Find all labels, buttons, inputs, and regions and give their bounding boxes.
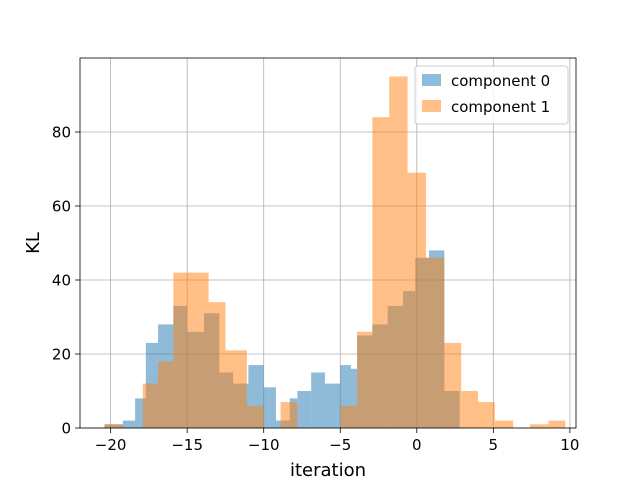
- bar-component-1: [407, 172, 426, 428]
- bar-component-0: [297, 391, 312, 428]
- bar-component-1: [530, 424, 549, 428]
- legend-entry-1: component 1: [451, 98, 550, 116]
- bar-component-1: [444, 342, 462, 428]
- x-tick-label: 5: [489, 436, 499, 454]
- y-tick-label: 0: [61, 420, 71, 438]
- histogram-bars: [104, 76, 566, 428]
- bar-component-1: [246, 405, 264, 428]
- bar-component-1: [389, 76, 408, 428]
- y-tick-label: 60: [52, 198, 71, 216]
- bar-component-1: [104, 424, 123, 428]
- y-tick-label: 80: [52, 124, 71, 142]
- bar-component-1: [372, 117, 390, 428]
- bar-component-1: [357, 331, 373, 428]
- x-tick-label: −10: [248, 436, 280, 454]
- bar-component-1: [494, 420, 514, 428]
- y-tick-label: 20: [52, 346, 71, 364]
- bar-component-1: [461, 391, 479, 428]
- y-tick-label: 40: [52, 272, 71, 290]
- bar-component-1: [173, 272, 209, 428]
- axis-ticks: −20 −15 −10 −5 0 5 10 0 20 40 60 80: [52, 124, 580, 455]
- bar-component-1: [425, 257, 445, 428]
- bar-component-1: [478, 402, 495, 428]
- legend-swatch-0: [422, 74, 441, 86]
- bar-component-1: [548, 420, 566, 428]
- legend-entry-0: component 0: [451, 72, 550, 90]
- bar-component-0: [263, 387, 276, 428]
- x-tick-label: 10: [560, 436, 579, 454]
- bar-component-1: [340, 405, 358, 428]
- bar-component-0: [135, 398, 146, 428]
- x-tick-label: 0: [412, 436, 422, 454]
- legend-swatch-1: [422, 100, 441, 112]
- bar-component-1: [280, 402, 298, 428]
- bar-component-1: [208, 302, 226, 428]
- x-tick-label: −5: [329, 436, 351, 454]
- y-axis-label: KL: [23, 232, 44, 254]
- bar-component-0: [350, 368, 358, 428]
- bar-component-1: [158, 361, 174, 428]
- bar-component-0: [122, 420, 136, 428]
- bar-component-1: [147, 383, 159, 428]
- bar-component-1: [225, 350, 247, 428]
- legend-box: [414, 65, 569, 125]
- x-tick-label: −20: [95, 436, 127, 454]
- bar-component-0: [340, 365, 351, 428]
- legend: component 0 component 1: [414, 65, 569, 125]
- bar-component-0: [311, 372, 325, 428]
- plot-frame: [79, 57, 577, 429]
- x-axis-label: iteration: [290, 460, 366, 480]
- bar-component-1: [142, 383, 148, 428]
- x-tick-label: −15: [171, 436, 203, 454]
- bar-component-0: [324, 383, 341, 428]
